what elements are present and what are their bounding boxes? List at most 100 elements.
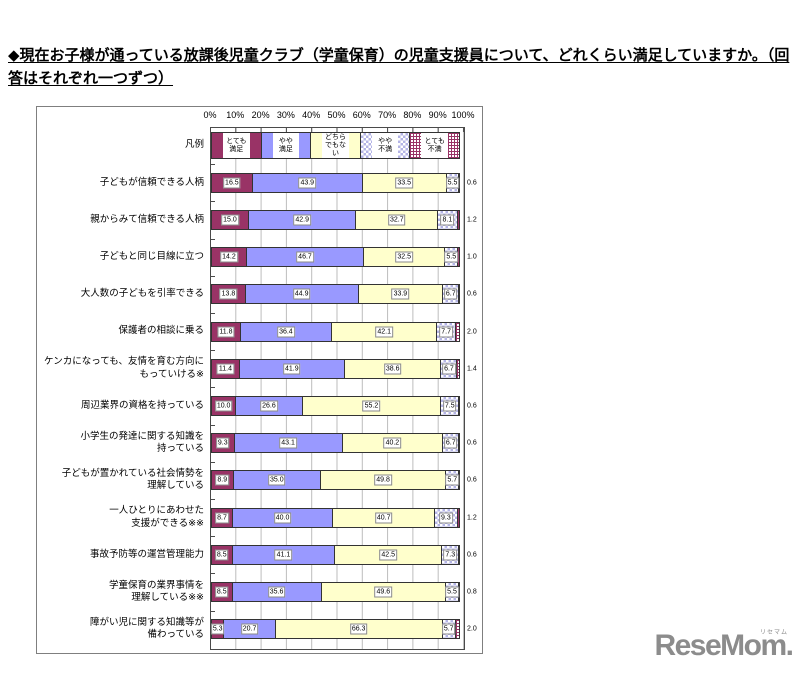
stacked-bar: 14.2 46.7 32.5 5.5 (211, 247, 464, 268)
value-label: 42.9 (293, 214, 312, 226)
value-label: 6.7 (443, 437, 458, 449)
axis-tick-label: 50% (327, 110, 346, 120)
bar-segment: 40.2 (341, 433, 444, 454)
bar-wrap: 11.8 36.4 42.1 7.7 2.0 (211, 321, 477, 342)
stacked-bar: 11.4 41.9 38.6 6.7 (211, 358, 464, 379)
value-label: 35.0 (267, 474, 286, 486)
value-label: 36.4 (277, 326, 295, 338)
bar-segment: 32.7 (355, 210, 439, 230)
chart-row: 一人ひとりにあわせた 支援ができる※※ 8.7 40.0 40.7 9.3 1.2 (37, 499, 480, 536)
legend-item: やや 満足 (260, 132, 312, 160)
legend-item-label: とても 不満 (421, 133, 448, 159)
bar-segment: 9.3 (211, 433, 235, 454)
value-label: 5.5 (445, 586, 459, 598)
value-label-outside: 0.6 (467, 290, 477, 298)
value-label: 20.7 (240, 623, 259, 635)
chart-row: 大人数の子どもを引率できる 13.8 44.9 33.9 6.7 0.6 (37, 275, 480, 313)
legend-swatch (311, 133, 323, 159)
bar-segment: 13.8 (211, 284, 246, 305)
bar-segment: 11.8 (211, 321, 241, 342)
axis-tick-label: 70% (378, 110, 397, 120)
stacked-bar: 8.5 35.6 49.6 5.5 (211, 582, 464, 603)
bar-segment: 5.3 (210, 619, 225, 640)
legend-item: どちら でもない (310, 132, 361, 160)
bar-segment: 41.1 (231, 544, 336, 565)
value-label: 42.5 (379, 549, 398, 561)
category-label: 障がい児に関する知識等が 備わっている (89, 616, 204, 641)
chart-row: 学童保育の業界事情を 理解している※※ 8.5 35.6 49.6 5.5 0.8 (37, 573, 480, 610)
value-label: 33.5 (395, 177, 413, 189)
bar-segment: 49.6 (320, 582, 447, 603)
chart-row: 子どもが信頼できる人柄 16.5 43.9 33.5 5.5 0.6 (37, 164, 480, 201)
category-label: 子どもと同じ目線に立つ (99, 251, 204, 263)
legend-swatch (261, 133, 273, 159)
legend-item: とても 満足 (211, 132, 262, 160)
bar-segment (456, 358, 460, 379)
bar-segment: 46.7 (245, 247, 365, 268)
bar-segment: 8.7 (211, 507, 233, 528)
stacked-bar: 15.0 42.9 32.7 8.1 (211, 210, 464, 230)
value-label: 35.6 (267, 586, 286, 598)
resemom-logo: リセマム ReseMom. (654, 629, 794, 669)
bar-wrap: 14.2 46.7 32.5 5.5 1.0 (211, 247, 477, 268)
legend-title: 凡例 (184, 139, 204, 151)
stacked-bar: 11.8 36.4 42.1 7.7 (211, 321, 464, 342)
bar-segment: 38.6 (343, 358, 442, 379)
value-label: 49.8 (374, 474, 392, 486)
legend-item-label: とても 満足 (223, 133, 250, 159)
category-label: 親からみて信頼できる人柄 (90, 213, 204, 225)
axis-tick-label: 0% (203, 110, 217, 120)
chart-row: 親からみて信頼できる人柄 15.0 42.9 32.7 8.1 1.2 (37, 201, 480, 238)
value-label: 11.4 (216, 363, 234, 375)
value-label: 8.5 (214, 586, 229, 598)
legend-swatch (398, 133, 410, 159)
value-label-outside: 1.4 (467, 365, 477, 373)
legend-swatch (212, 133, 223, 159)
value-label-outside: 0.6 (467, 439, 477, 447)
bar-segment: 6.7 (442, 433, 460, 454)
chart-row: 保護者の相談に乗る 11.8 36.4 42.1 7.7 2.0 (37, 313, 480, 350)
legend-row: 凡例 とても 満足 やや 満足 どちら でもない やや 不満 とても 不満 (37, 127, 480, 164)
bar-segment: 8.9 (211, 470, 234, 491)
bar-segment: 36.4 (239, 321, 332, 342)
bar-wrap: 9.3 43.1 40.2 6.7 0.6 (211, 433, 477, 454)
bar-segment: 44.9 (244, 284, 359, 305)
bar-segment: 5.5 (445, 172, 460, 193)
stacked-bar: 8.5 41.1 42.5 7.3 (211, 544, 464, 565)
stacked-bar: 13.8 44.9 33.9 6.7 (211, 284, 464, 305)
value-label: 32.7 (388, 214, 406, 226)
value-label: 8.7 (215, 512, 229, 524)
value-label: 38.6 (383, 363, 402, 375)
bar-segment: 43.9 (251, 172, 363, 193)
legend-bar-wrap: とても 満足 やや 満足 どちら でもない やや 不満 とても 不満 (211, 132, 464, 160)
value-label-outside: 0.6 (467, 476, 477, 484)
bar-segment: 7.3 (440, 544, 460, 565)
value-label: 9.3 (215, 437, 230, 449)
legend-item-label: どちら でもない (322, 133, 349, 159)
category-label: 保護者の相談に乗る (118, 325, 204, 337)
value-label-outside: 0.6 (467, 402, 477, 410)
bar-segment (454, 619, 460, 640)
chart-row: 周辺業界の資格を持っている 10.0 26.6 55.2 7.5 0.6 (37, 387, 480, 424)
axis-tick-label: 20% (251, 110, 270, 120)
page-title: ◆現在お子様が通っている放課後児童クラブ（学童保育）の児童支援員について、どれく… (8, 47, 790, 88)
bar-wrap: 5.3 20.7 66.3 5.7 2.0 (210, 619, 477, 640)
value-label: 40.0 (273, 512, 292, 524)
stacked-bar: 16.5 43.9 33.5 5.5 (211, 172, 464, 193)
value-label: 5.3 (210, 623, 225, 635)
bar-wrap: 11.4 41.9 38.6 6.7 1.4 (211, 358, 477, 379)
bar-segment (458, 544, 461, 565)
axis-tick-label: 80% (403, 110, 422, 120)
value-label: 42.1 (375, 326, 393, 338)
axis-tick-label: 60% (352, 110, 371, 120)
axis-tick-label: 10% (226, 110, 245, 120)
category-label: 一人ひとりにあわせた 支援ができる※※ (109, 505, 204, 529)
category-label: 事故予防等の運営管理能力 (89, 548, 204, 560)
bar-segment (458, 433, 461, 454)
bar-segment: 11.4 (211, 358, 240, 379)
chart-container: 0% 10% 20% 30% 40% 50% 60% 70% 80% 90% 100% 凡例 とても… (36, 106, 483, 654)
axis-tick-label: 100% (451, 110, 475, 120)
category-label: 学童保育の業界事情を 理解している※※ (108, 579, 204, 604)
bar-segment (456, 507, 460, 528)
bar-wrap: 15.0 42.9 32.7 8.1 1.2 (211, 210, 477, 230)
